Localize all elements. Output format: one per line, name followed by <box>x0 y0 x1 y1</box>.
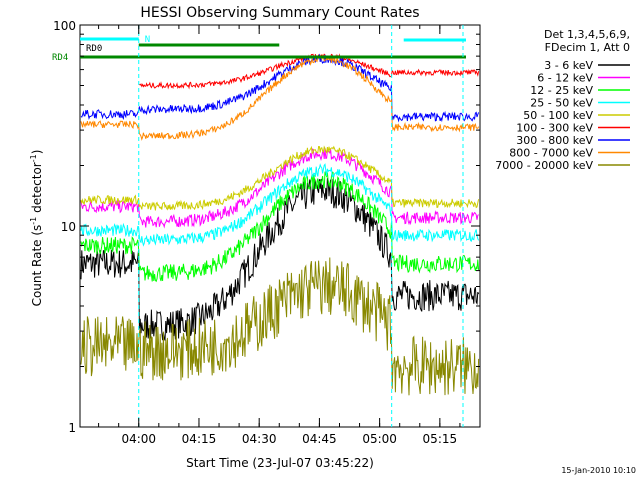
y-tick-label-2: 100 <box>53 19 76 33</box>
y-axis-label: Count Rate (s-1 detector-1) <box>29 150 44 307</box>
rd0-flag-label: RD0 <box>86 44 102 54</box>
axes: 04:00 04:15 04:30 04:45 05:00 05:15 1 10 100 <box>53 19 480 446</box>
legend-label-6: 300 - 800 keV <box>516 134 593 147</box>
y-axis-label-exp2: -1 <box>29 154 38 162</box>
y-tick-label-0: 1 <box>68 421 76 435</box>
series-line-4 <box>80 145 480 211</box>
series-line-0 <box>80 178 480 341</box>
legend-label-4: 50 - 100 keV <box>523 109 593 122</box>
series-line-3 <box>80 163 480 247</box>
legend-label-8: 7000 - 20000 keV <box>495 159 593 172</box>
x-tick-label-2: 04:30 <box>242 432 277 446</box>
y-axis-label-tail: ) <box>30 150 44 155</box>
x-axis-label: Start Time (23-Jul-07 03:45:22) <box>186 456 374 470</box>
legend-label-3: 25 - 50 keV <box>530 97 593 110</box>
series-line-2 <box>80 171 480 283</box>
y-tick-label-1: 10 <box>61 220 76 234</box>
series-line-6 <box>80 53 480 123</box>
render-timestamp: 15-Jan-2010 10:10 <box>561 466 636 475</box>
legend-header-line-1: Det 1,3,4,5,6,9, <box>544 28 630 41</box>
legend-label-1: 6 - 12 keV <box>537 72 593 85</box>
series-line-1 <box>80 147 479 229</box>
legend-header-line-2: FDecim 1, Att 0 <box>545 41 630 54</box>
x-tick-label-3: 04:45 <box>302 432 337 446</box>
y-axis-label-main: Count Rate (s <box>30 225 44 307</box>
legend-label-2: 12 - 25 keV <box>530 84 593 97</box>
x-tick-label-1: 04:15 <box>182 432 217 446</box>
y-axis-label-exp1: -1 <box>29 217 38 225</box>
legend-label-5: 100 - 300 keV <box>516 122 593 135</box>
chart-title: HESSI Observing Summary Count Rates <box>140 5 419 21</box>
x-tick-label-5: 05:15 <box>423 432 458 446</box>
series-line-7 <box>80 53 480 141</box>
series-layer <box>80 53 480 396</box>
observing-flags: RD0 RD4 N <box>52 25 466 427</box>
y-axis-label-mid: detector <box>30 162 44 217</box>
series-line-8 <box>80 257 480 396</box>
rd4-flag-label: RD4 <box>52 53 68 63</box>
x-tick-label-0: 04:00 <box>121 432 156 446</box>
legend-label-7: 800 - 7000 keV <box>509 147 593 160</box>
night-flag-label: N <box>145 35 150 45</box>
legend-label-0: 3 - 6 keV <box>544 59 593 72</box>
x-tick-label-4: 05:00 <box>362 432 397 446</box>
